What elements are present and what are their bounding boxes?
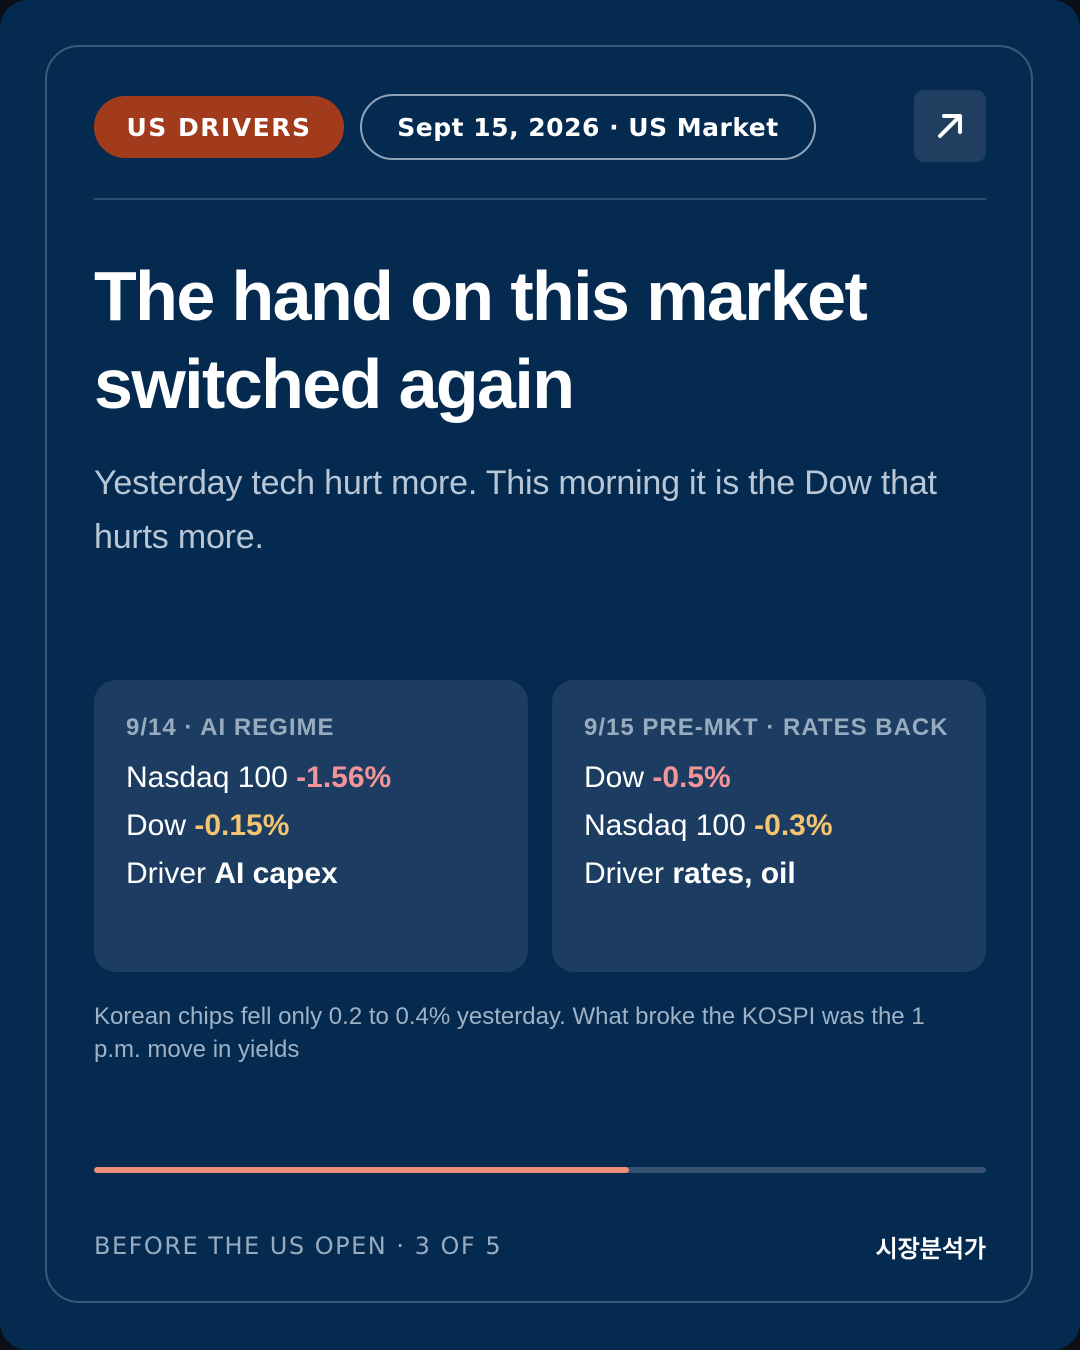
headline: The hand on this market switched again	[94, 252, 994, 428]
panel-row-driver: Driver rates, oil	[584, 850, 954, 898]
brand-label: 시장분석가	[875, 1235, 986, 1263]
headline-line-2: switched again	[94, 345, 575, 423]
progress-fill	[94, 1167, 630, 1173]
subheadline: Yesterday tech hurt more. This morning i…	[94, 464, 937, 556]
panel-row-nasdaq: Nasdaq 100 -1.56%	[126, 754, 496, 802]
footnote: Korean chips fell only 0.2 to 0.4% yeste…	[94, 1003, 925, 1063]
open-link-button[interactable]	[914, 90, 986, 162]
row-value: -0.5%	[652, 761, 731, 794]
panel-row-dow: Dow -0.5%	[584, 754, 954, 802]
row-value: -0.15%	[194, 809, 290, 842]
footer-section-label: BEFORE THE US OPEN · 3 OF 5	[94, 1232, 503, 1260]
card-border	[45, 45, 1033, 1303]
panel-row-dow: Dow -0.15%	[126, 802, 496, 850]
panel-row-nasdaq: Nasdaq 100 -0.3%	[584, 802, 954, 850]
row-name: Dow	[126, 809, 187, 842]
row-value: AI capex	[214, 857, 338, 890]
date-market-pill: Sept 15, 2026 · US Market	[360, 94, 816, 160]
header-divider	[94, 198, 986, 200]
row-value: rates, oil	[672, 857, 796, 890]
row-name: Driver	[584, 857, 664, 890]
panel-label: 9/15 PRE-MKT · RATES BACK	[584, 714, 949, 741]
headline-line-1: The hand on this market	[94, 257, 868, 335]
panel-ai-regime: 9/14 · AI REGIME Nasdaq 100 -1.56% Dow -…	[94, 680, 528, 972]
row-value: -0.3%	[754, 809, 833, 842]
row-name: Nasdaq 100	[126, 761, 288, 794]
progress-bar	[94, 1167, 986, 1173]
panel-label: 9/14 · AI REGIME	[126, 714, 335, 741]
category-tag: US DRIVERS	[94, 96, 344, 158]
arrow-up-right-icon	[938, 114, 962, 138]
row-name: Driver	[126, 857, 206, 890]
panel-rates-back: 9/15 PRE-MKT · RATES BACK Dow -0.5% Nasd…	[552, 680, 986, 972]
panel-row-driver: Driver AI capex	[126, 850, 496, 898]
row-name: Dow	[584, 761, 645, 794]
row-value: -1.56%	[296, 761, 392, 794]
row-name: Nasdaq 100	[584, 809, 746, 842]
